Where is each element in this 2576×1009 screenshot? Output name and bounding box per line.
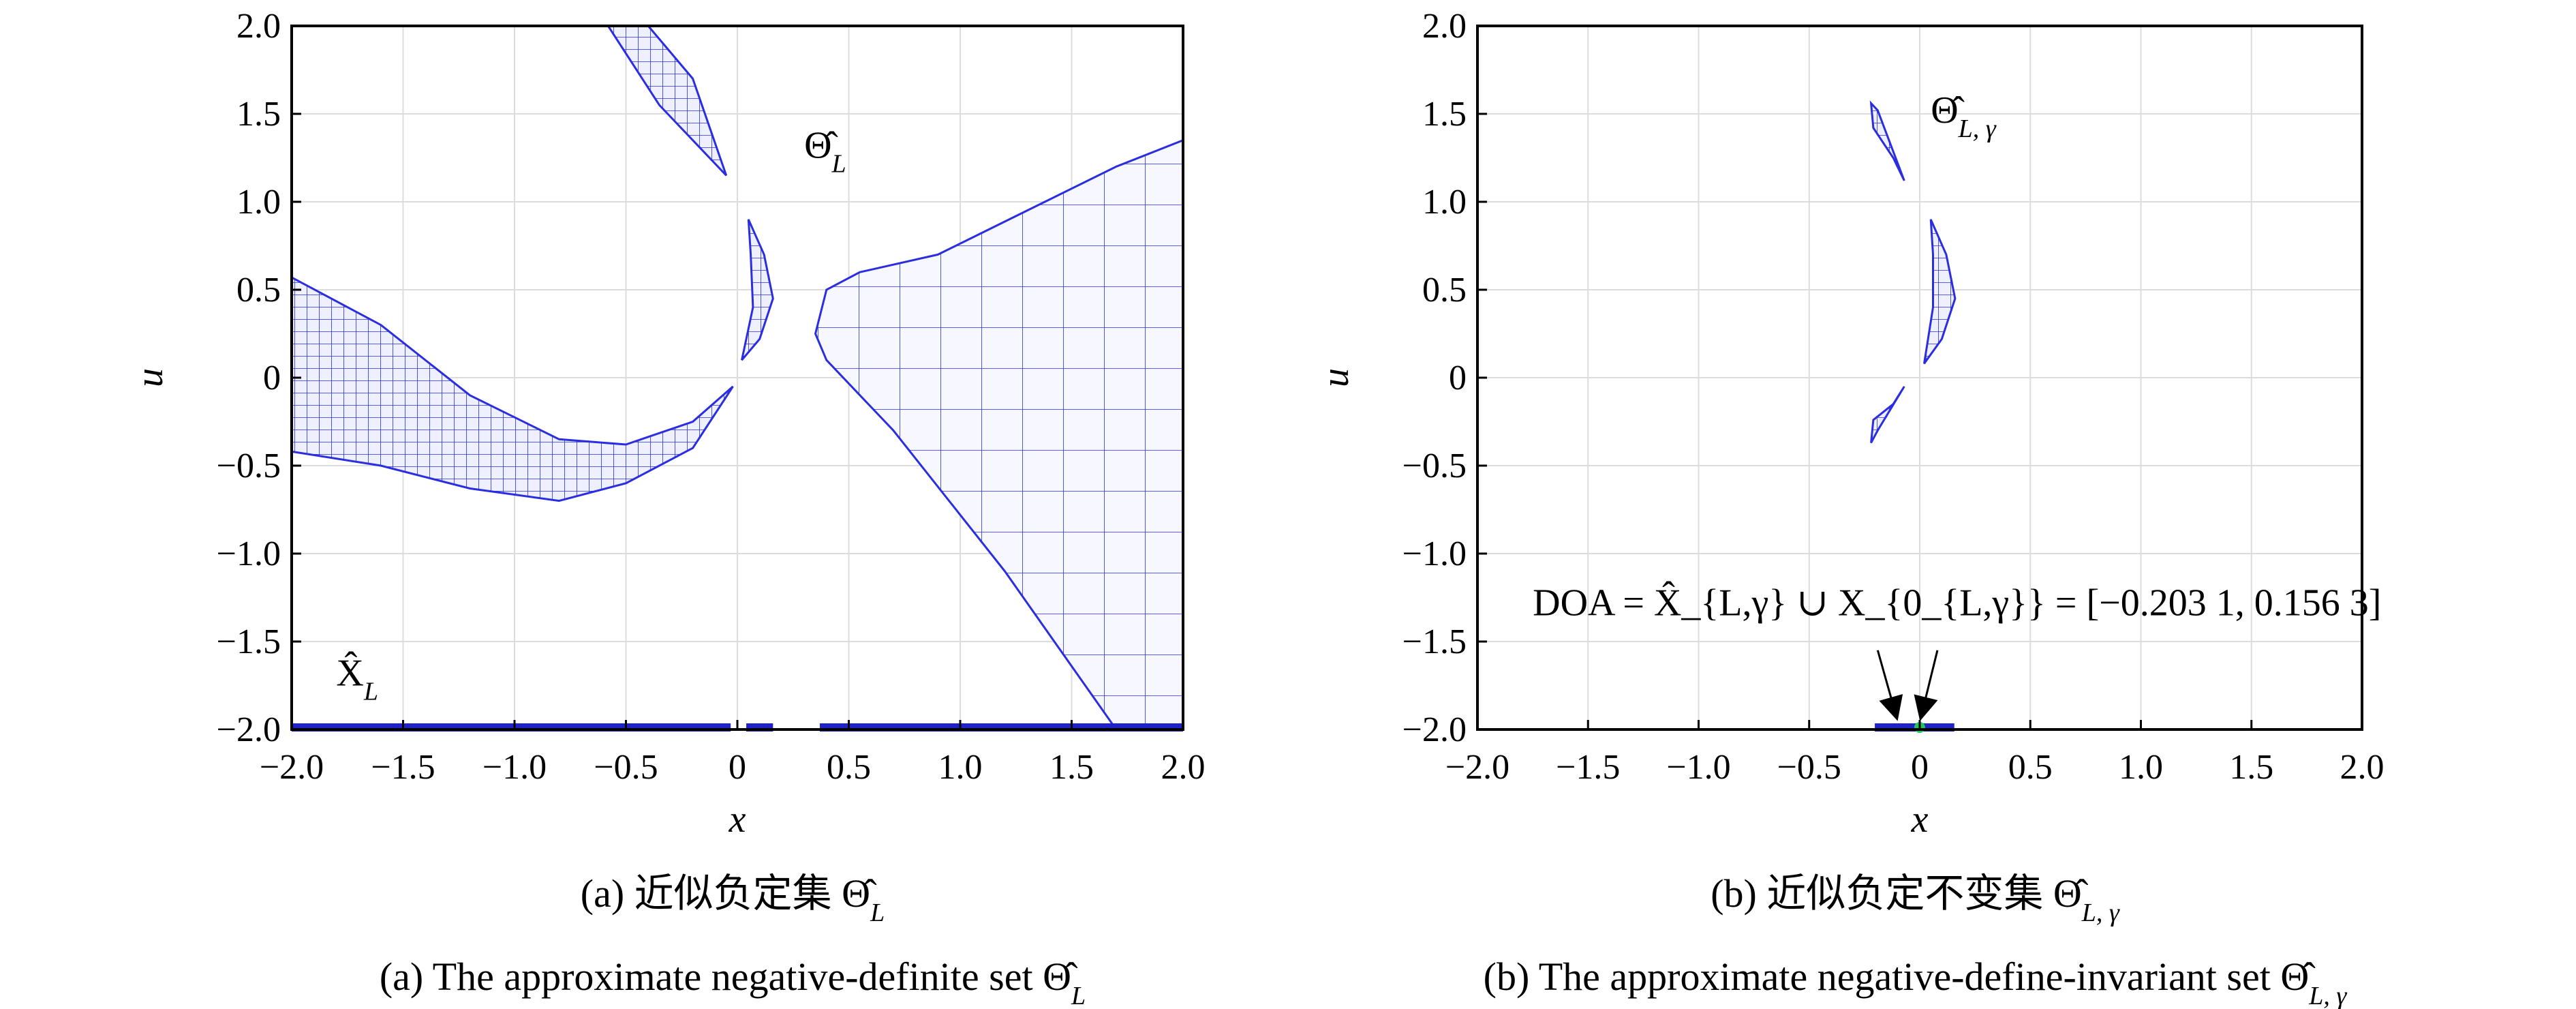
panel-b-x-ticks: −2.0 −1.5 −1.0 −0.5 0 0.5 1.0 1.5 2.0 <box>1445 720 2385 787</box>
x-tick-label: 2.0 <box>2340 748 2385 787</box>
x-tick-label: 1.0 <box>2119 748 2163 787</box>
x-tick-label: −2.0 <box>1445 748 1509 787</box>
caption-b-english: (b) The approximate negative-define-inva… <box>1484 954 2348 1009</box>
y-tick-label: −0.5 <box>1402 447 1467 485</box>
region-center-arc <box>741 219 774 361</box>
y-tick-label: 0.5 <box>1422 271 1467 310</box>
panel-b-y-axis-label: u <box>1315 368 1357 387</box>
panel-a-x-ticks: −2.0 −1.5 −1.0 −0.5 0 0.5 1.0 1.5 2.0 <box>260 720 1206 787</box>
x-tick-label: 1.5 <box>1049 748 1094 787</box>
panel-a-y-ticks: 2.0 1.5 1.0 0.5 0 −0.5 −1.0 −1.5 −2.0 <box>217 7 301 749</box>
annotation: X̂L <box>336 651 378 706</box>
x-tick-label: −1.0 <box>482 748 547 787</box>
y-tick-label: 1.0 <box>1422 183 1467 222</box>
x-tick-label: −1.5 <box>371 748 435 787</box>
y-tick-label: 2.0 <box>236 7 281 46</box>
x-tick-label: −1.5 <box>1556 748 1620 787</box>
annotation: Θ̂L, γ <box>1931 89 1997 143</box>
panel-b-y-ticks: 2.0 1.5 1.0 0.5 0 −0.5 −1.0 −1.5 −2.0 <box>1402 7 1487 749</box>
x-tick-label: −0.5 <box>594 748 658 787</box>
panel-b-annotations: Θ̂L, γ DOA = X̂_{L,γ} ∪ X_{0_{L,γ}} = [−0… <box>1533 89 2381 721</box>
panel-a-x-axis-label: x <box>729 798 746 841</box>
panel-b-regions <box>1869 100 1957 444</box>
x-tick-label: 2.0 <box>1161 748 1206 787</box>
y-tick-label: 1.5 <box>1422 95 1467 134</box>
region-lower-small-arc <box>1870 386 1905 444</box>
region-upper-small-arc <box>1869 100 1905 181</box>
annotation: Θ̂L <box>804 125 846 179</box>
panel-a-regions <box>290 25 1184 731</box>
x-tick-label: 0.5 <box>2008 748 2053 787</box>
x-tick-label: −2.0 <box>260 748 324 787</box>
panel-b-x-axis-label: x <box>1911 798 1929 841</box>
doa-arrow-left <box>1876 650 1903 721</box>
y-tick-label: 0 <box>1449 359 1467 397</box>
y-tick-label: 0.5 <box>236 271 281 310</box>
panel-a-y-axis-label: u <box>129 368 171 387</box>
x-tick-label: 0 <box>1911 748 1929 787</box>
y-tick-label: 0 <box>263 359 281 397</box>
x-tick-label: −0.5 <box>1777 748 1841 787</box>
y-tick-label: −2.0 <box>1402 710 1467 749</box>
panel-a: −2.0 −1.5 −1.0 −0.5 0 0.5 1.0 1.5 2.0 2.0 1.5 1.0 0… <box>129 7 1206 841</box>
panel-b: −2.0 −1.5 −1.0 −0.5 0 0.5 1.0 1.5 2.0 2.0 1.5 1.0 0… <box>1315 7 2385 841</box>
caption-a-english: (a) The approximate negative-definite se… <box>380 954 1086 1009</box>
y-tick-label: −0.5 <box>217 447 281 485</box>
y-tick-label: 1.0 <box>236 183 281 222</box>
x-tick-label: 1.0 <box>938 748 983 787</box>
y-tick-label: −1.5 <box>1402 622 1467 661</box>
x-tick-label: 0.5 <box>827 748 871 787</box>
y-tick-label: −1.0 <box>1402 534 1467 573</box>
x-tick-label: 0 <box>729 748 746 787</box>
panel-b-axis-intervals <box>1875 722 1954 733</box>
y-tick-label: 1.5 <box>236 95 281 134</box>
annotation: DOA = X̂_{L,γ} ∪ X_{0_{L,γ}} = [−0.203 1… <box>1533 580 2381 624</box>
caption-b-chinese: (b) 近似负定不变集 Θ̂L, γ <box>1711 871 2120 927</box>
doa-arrow-right <box>1914 650 1939 721</box>
y-tick-label: −1.5 <box>217 622 281 661</box>
region-center-arc <box>1923 219 1957 365</box>
x-tick-label: 1.5 <box>2229 748 2273 787</box>
caption-a-chinese: (a) 近似负定集 Θ̂L <box>581 871 885 927</box>
region-left-band <box>290 275 734 502</box>
y-tick-label: −2.0 <box>217 710 281 749</box>
y-tick-label: 2.0 <box>1422 7 1467 46</box>
y-tick-label: −1.0 <box>217 534 281 573</box>
x-tick-label: −1.0 <box>1666 748 1730 787</box>
